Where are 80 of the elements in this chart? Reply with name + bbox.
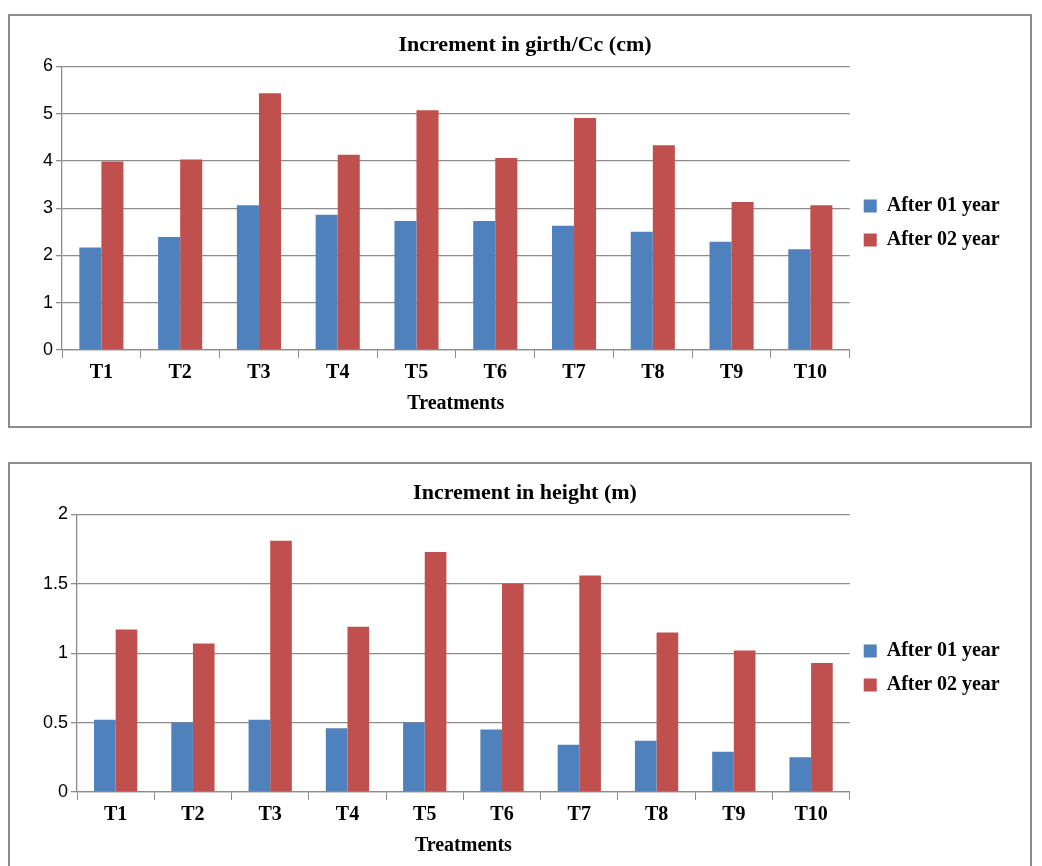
bar (424, 551, 447, 792)
legend-label: After 02 year (886, 227, 1000, 251)
bar (495, 158, 518, 350)
bar (630, 231, 653, 350)
x-tick-label: T3 (247, 360, 271, 383)
bar (325, 728, 348, 792)
bar (473, 220, 496, 350)
y-tick-label: 0 (58, 780, 69, 801)
bar (480, 729, 503, 792)
bar (712, 751, 734, 792)
bar (315, 214, 338, 350)
y-tick-label: 0.5 (42, 711, 69, 732)
bar (652, 145, 675, 350)
x-tick-label: T6 (490, 802, 514, 825)
bar (579, 575, 601, 792)
bar (180, 159, 203, 350)
bar (416, 110, 439, 350)
x-tick-label: T4 (335, 802, 360, 825)
x-tick-label: T9 (722, 802, 746, 825)
y-tick-label: 6 (43, 55, 54, 76)
y-tick-label: 2 (43, 244, 54, 265)
bar (270, 540, 292, 792)
bar (810, 205, 833, 350)
bar (551, 225, 575, 350)
bar (258, 93, 281, 350)
y-tick-label: 2 (58, 503, 69, 524)
y-tick-label: 1.5 (42, 572, 69, 593)
bar (94, 719, 116, 792)
y-tick-label: 1 (58, 642, 69, 663)
bar (709, 241, 732, 350)
x-tick-label: T4 (326, 360, 350, 383)
bar (811, 662, 833, 792)
bar (101, 161, 124, 350)
bar (634, 740, 657, 792)
legend-label: After 02 year (886, 672, 1000, 696)
x-axis-title: Treatments (407, 391, 505, 414)
y-tick-label: 5 (43, 102, 54, 123)
bar (788, 249, 811, 350)
bar (394, 220, 417, 350)
legend-label: After 01 year (886, 638, 1000, 662)
bar (789, 757, 812, 792)
x-tick-label: T1 (89, 360, 114, 383)
x-tick-label: T10 (794, 802, 828, 825)
y-tick-label: 3 (43, 197, 54, 218)
y-tick-label: 1 (43, 291, 54, 312)
bar (236, 205, 259, 350)
bar (557, 744, 580, 792)
x-tick-label: T8 (644, 802, 669, 825)
bar (733, 650, 756, 792)
x-tick-label: T1 (103, 802, 128, 825)
bar (502, 583, 524, 792)
x-tick-label: T7 (567, 802, 591, 825)
bar (171, 722, 193, 792)
chart-title: Increment in girth/Cc (cm) (398, 30, 652, 56)
bar (115, 629, 138, 792)
x-tick-label: T10 (793, 360, 828, 383)
bar (403, 722, 425, 792)
bar (158, 237, 181, 350)
bar (574, 117, 597, 350)
bar (248, 719, 271, 792)
x-tick-label: T9 (719, 360, 744, 383)
bar (192, 643, 215, 792)
bar (337, 154, 360, 350)
x-tick-label: T8 (641, 360, 665, 383)
x-tick-label: T5 (413, 802, 437, 825)
y-tick-label: 4 (43, 149, 54, 170)
legend-label: After 01 year (886, 193, 1000, 217)
bar (347, 626, 370, 792)
y-tick-label: 0 (43, 338, 54, 359)
x-tick-label: T6 (483, 360, 507, 383)
chart-title: Increment in height (m) (413, 478, 637, 504)
x-tick-label: T3 (258, 802, 282, 825)
x-tick-label: T2 (181, 802, 205, 825)
x-tick-label: T2 (168, 360, 192, 383)
bar (731, 202, 754, 350)
bar (79, 247, 102, 350)
bar (656, 632, 679, 792)
x-axis-title: Treatments (414, 833, 513, 856)
x-tick-label: T5 (404, 360, 429, 383)
x-tick-label: T7 (562, 360, 586, 383)
